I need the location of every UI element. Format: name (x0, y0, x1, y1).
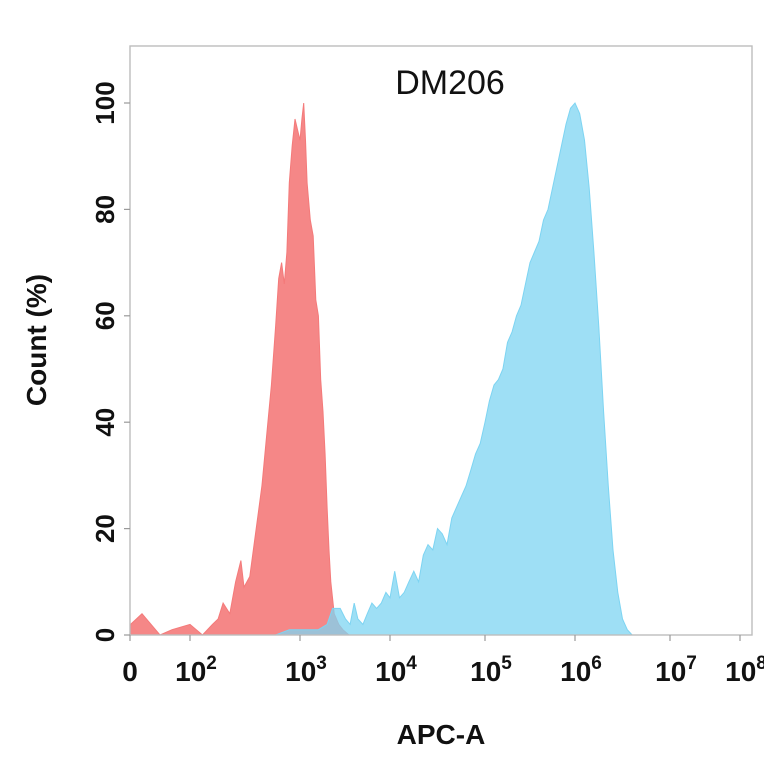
x-tick-label: 104 (375, 653, 417, 687)
x-tick-label: 106 (560, 653, 602, 687)
y-tick-label: 80 (90, 195, 120, 224)
x-tick-label: 103 (285, 653, 327, 687)
y-tick-label: 20 (90, 514, 120, 543)
y-axis-label: Count (%) (21, 274, 52, 406)
histogram-series-1 (129, 102, 351, 636)
plot-frame (129, 45, 753, 636)
x-tick-label: 102 (175, 653, 217, 687)
x-axis: 0 102 103 104 105 106 107 108 (122, 635, 764, 687)
x-tick-label: 107 (655, 653, 697, 687)
x-tick-label: 108 (725, 653, 764, 687)
y-tick-label: 100 (90, 81, 120, 124)
histogram-series-2 (242, 102, 634, 636)
plot-area (129, 102, 634, 636)
chart-title: DM206 (395, 64, 505, 102)
x-tick-label: 0 (122, 656, 138, 687)
y-tick-label: 60 (90, 301, 120, 330)
y-tick-label: 0 (90, 628, 120, 642)
x-axis-label: APC-A (397, 719, 486, 750)
y-axis: 0 20 40 60 80 100 (90, 81, 130, 642)
x-tick-label: 105 (470, 653, 512, 687)
y-tick-label: 40 (90, 408, 120, 437)
